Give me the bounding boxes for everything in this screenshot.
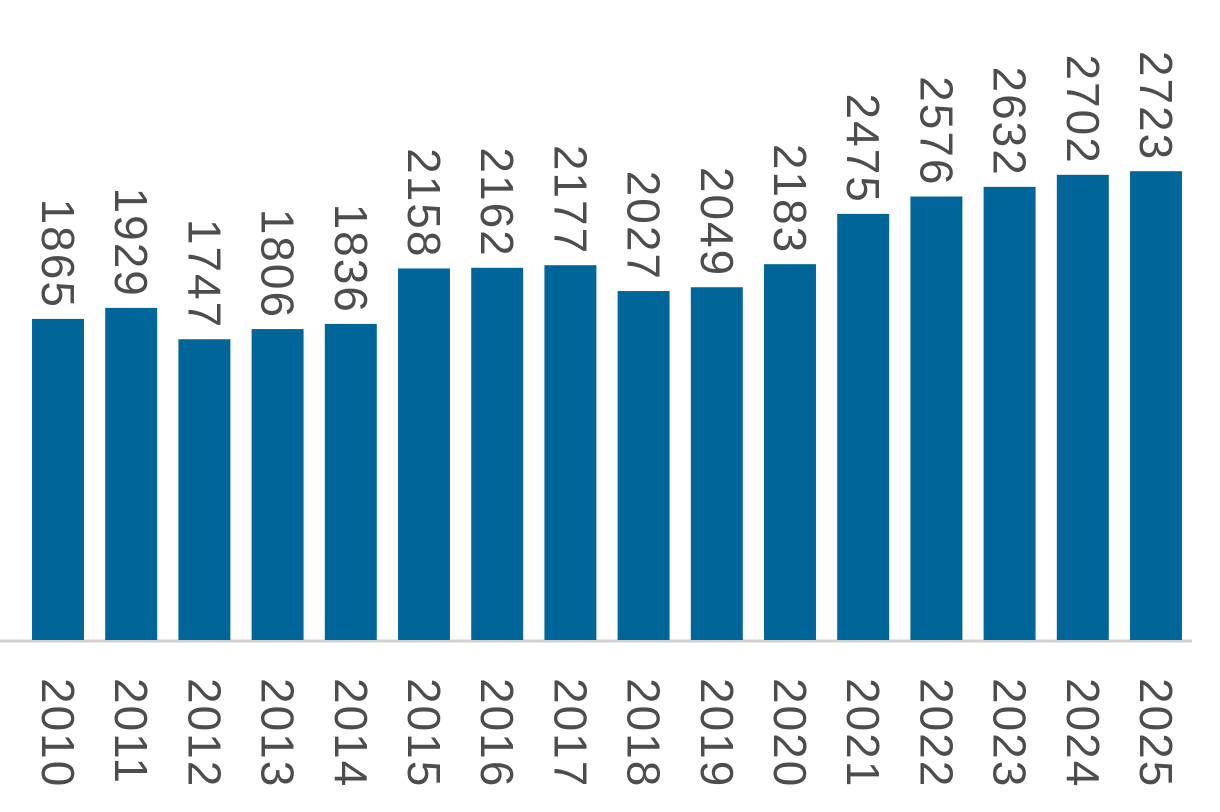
x-tick-label: 2013 <box>252 678 304 788</box>
x-tick-label: 2024 <box>1057 678 1109 788</box>
bar <box>471 267 524 640</box>
x-tick-label: 2019 <box>691 678 743 788</box>
value-label: 2702 <box>1057 54 1109 164</box>
x-tick-label: 2012 <box>178 678 230 788</box>
x-tick-label: 2021 <box>837 678 889 788</box>
x-tick-label: 2018 <box>618 678 670 788</box>
value-label: 2162 <box>471 147 523 257</box>
bar <box>764 264 816 640</box>
x-tick-label: 2025 <box>1130 678 1182 788</box>
bar <box>251 329 304 640</box>
bar <box>983 186 1036 640</box>
value-label: 2475 <box>837 94 889 204</box>
bar <box>544 265 597 640</box>
x-tick-label: 2016 <box>471 678 523 788</box>
bar <box>690 287 743 640</box>
bar <box>398 268 450 640</box>
bar <box>617 291 670 640</box>
x-tick-label: 2022 <box>910 678 962 788</box>
value-label: 2177 <box>544 145 596 255</box>
value-label: 1836 <box>325 204 377 314</box>
bar <box>910 196 963 641</box>
x-tick-label: 2017 <box>544 678 596 788</box>
value-label: 2027 <box>618 171 670 281</box>
bar <box>324 323 377 640</box>
x-tick-label: 2015 <box>398 678 450 788</box>
bar <box>32 318 84 640</box>
x-tick-label: 2014 <box>325 678 377 788</box>
bar <box>837 213 890 640</box>
value-label: 2158 <box>398 148 450 258</box>
value-label: 2723 <box>1130 51 1182 161</box>
value-label: 1929 <box>105 188 157 298</box>
value-label: 2576 <box>910 76 962 186</box>
bar <box>178 339 231 640</box>
value-label: 1747 <box>178 219 230 329</box>
value-label: 2183 <box>764 144 816 254</box>
x-tick-label: 2010 <box>32 678 84 788</box>
x-tick-label: 2020 <box>764 678 816 788</box>
value-label: 2632 <box>984 67 1036 177</box>
value-label: 1865 <box>32 199 84 309</box>
bar <box>105 307 158 640</box>
x-tick-label: 2023 <box>984 678 1036 788</box>
bar <box>1130 171 1182 640</box>
value-label: 1806 <box>252 209 304 319</box>
value-label: 2049 <box>691 167 743 277</box>
bar <box>1056 174 1109 640</box>
x-tick-label: 2011 <box>105 678 157 785</box>
